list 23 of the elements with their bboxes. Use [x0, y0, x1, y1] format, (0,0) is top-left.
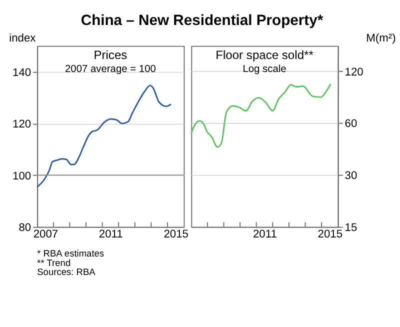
x-tick-label: 2011 [252, 228, 277, 241]
line-series [190, 83, 332, 148]
text: * RBA estimates [37, 248, 104, 259]
y-tick-label: 140 [12, 66, 32, 79]
y-tick-label: 120 [12, 118, 32, 131]
line-series [36, 84, 172, 188]
x-tick-label: 2015 [164, 228, 188, 241]
text: Prices 2007 average = 100 [64, 48, 156, 75]
chart-title: China – New Residential Property* [80, 12, 324, 29]
x-tick-label: 2011 [98, 228, 123, 241]
text: Floor space sold** Log scale [216, 48, 314, 75]
text: ** Trend [37, 258, 71, 268]
source-note: Sources: RBA [37, 267, 96, 278]
y-tick-label: 80 [18, 222, 32, 234]
y-tick-label: 15 [344, 222, 358, 234]
y-tick-label: 30 [344, 170, 358, 182]
y-tick-label: 120 [344, 66, 364, 78]
y-axis-title: index [9, 32, 36, 45]
y-tick-label: 100 [12, 170, 32, 182]
x-tick-label: 2015 [318, 228, 343, 241]
x-tick-label: 2007 [33, 228, 58, 241]
y-axis-title: M(m²) [366, 32, 396, 45]
y-tick-label: 60 [344, 118, 358, 130]
